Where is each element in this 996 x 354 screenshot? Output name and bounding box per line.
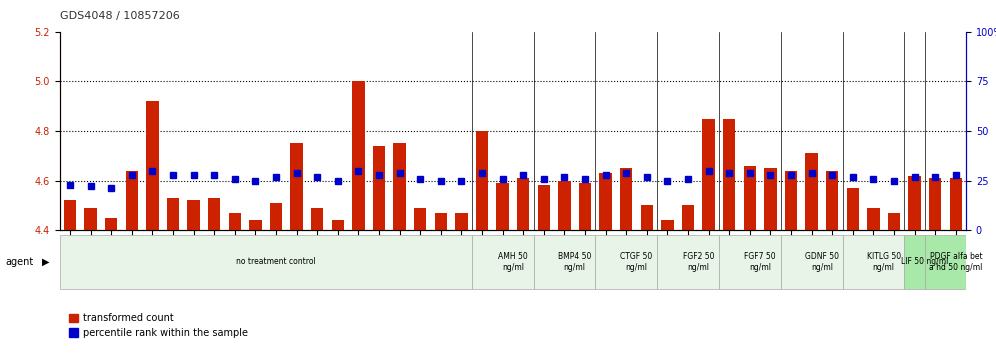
FancyBboxPatch shape bbox=[596, 235, 657, 289]
Text: GDS4048 / 10857206: GDS4048 / 10857206 bbox=[60, 11, 179, 21]
Bar bbox=[538, 185, 550, 230]
Bar bbox=[579, 183, 592, 230]
Bar bbox=[229, 213, 241, 230]
Bar bbox=[847, 188, 859, 230]
Text: FGF7 50
ng/ml: FGF7 50 ng/ml bbox=[744, 252, 776, 272]
Bar bbox=[455, 213, 468, 230]
Bar bbox=[949, 178, 962, 230]
Text: AMH 50
ng/ml: AMH 50 ng/ml bbox=[498, 252, 528, 272]
Legend: transformed count, percentile rank within the sample: transformed count, percentile rank withi… bbox=[65, 309, 252, 342]
Bar bbox=[332, 220, 344, 230]
Text: CTGF 50
ng/ml: CTGF 50 ng/ml bbox=[621, 252, 652, 272]
Bar bbox=[125, 171, 138, 230]
Bar bbox=[600, 173, 612, 230]
Bar bbox=[496, 183, 509, 230]
FancyBboxPatch shape bbox=[925, 235, 966, 289]
Text: no treatment control: no treatment control bbox=[236, 257, 316, 267]
Text: BMP4 50
ng/ml: BMP4 50 ng/ml bbox=[558, 252, 592, 272]
Bar bbox=[908, 176, 921, 230]
Bar bbox=[414, 208, 426, 230]
FancyBboxPatch shape bbox=[843, 235, 904, 289]
FancyBboxPatch shape bbox=[657, 235, 719, 289]
Bar bbox=[167, 198, 179, 230]
FancyBboxPatch shape bbox=[904, 235, 925, 289]
Bar bbox=[85, 208, 97, 230]
FancyBboxPatch shape bbox=[472, 235, 534, 289]
Bar bbox=[929, 178, 941, 230]
Text: FGF2 50
ng/ml: FGF2 50 ng/ml bbox=[682, 252, 714, 272]
Bar bbox=[249, 220, 262, 230]
Bar bbox=[187, 200, 200, 230]
Bar bbox=[868, 208, 879, 230]
Bar bbox=[353, 81, 365, 230]
Text: LIF 50 ng/ml: LIF 50 ng/ml bbox=[901, 257, 948, 267]
Bar bbox=[640, 205, 653, 230]
FancyBboxPatch shape bbox=[60, 235, 472, 289]
Bar bbox=[208, 198, 220, 230]
Bar bbox=[744, 166, 756, 230]
FancyBboxPatch shape bbox=[719, 235, 781, 289]
Bar bbox=[702, 119, 715, 230]
Bar bbox=[393, 143, 405, 230]
Bar bbox=[806, 153, 818, 230]
Bar bbox=[373, 146, 385, 230]
Bar bbox=[476, 131, 488, 230]
Bar bbox=[291, 143, 303, 230]
Bar bbox=[146, 101, 158, 230]
Text: PDGF alfa bet
a hd 50 ng/ml: PDGF alfa bet a hd 50 ng/ml bbox=[929, 252, 982, 272]
Bar bbox=[270, 203, 282, 230]
Bar bbox=[64, 200, 77, 230]
Bar bbox=[682, 205, 694, 230]
Bar bbox=[434, 213, 447, 230]
Text: GDNF 50
ng/ml: GDNF 50 ng/ml bbox=[805, 252, 839, 272]
Bar bbox=[311, 208, 324, 230]
Bar bbox=[723, 119, 735, 230]
Bar bbox=[785, 171, 797, 230]
FancyBboxPatch shape bbox=[534, 235, 596, 289]
Text: agent: agent bbox=[5, 257, 33, 267]
Bar bbox=[661, 220, 673, 230]
Bar bbox=[558, 181, 571, 230]
FancyBboxPatch shape bbox=[781, 235, 843, 289]
Bar bbox=[826, 171, 839, 230]
Text: KITLG 50
ng/ml: KITLG 50 ng/ml bbox=[867, 252, 900, 272]
Bar bbox=[621, 168, 632, 230]
Bar bbox=[887, 213, 900, 230]
Bar bbox=[106, 218, 118, 230]
Bar bbox=[517, 178, 530, 230]
Bar bbox=[764, 168, 777, 230]
Text: ▶: ▶ bbox=[42, 257, 50, 267]
